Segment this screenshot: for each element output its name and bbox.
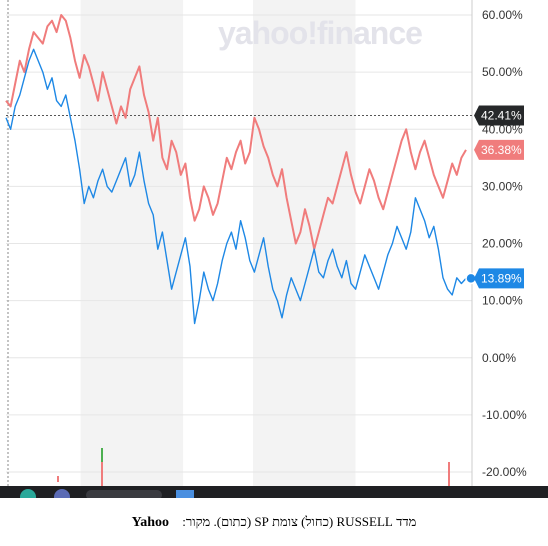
end-badge-blue-bg (474, 268, 524, 289)
volume-bar (101, 462, 103, 486)
volume-bar (57, 476, 59, 482)
y-tick-label: 50.00% (482, 65, 523, 79)
series-line-red (5, 14, 467, 251)
y-tick-label: 0.00% (482, 351, 516, 365)
y-tick-label: 60.00% (482, 8, 523, 22)
toolbar-icon-2[interactable] (54, 489, 70, 498)
end-badge-blue-text: 13.89% (481, 271, 522, 285)
volume-spikes (57, 448, 450, 486)
caption-text: מדד RUSSELL (כחול) צומת SP (כתום). מקור: (182, 514, 417, 529)
y-tick-label: 30.00% (482, 179, 523, 193)
y-axis-ticks: 60.00% 50.00% 40.00% 30.00% 20.00% 10.00% 0.00… (482, 8, 527, 479)
series-line-blue (5, 48, 467, 325)
y-tick-label: -20.00% (482, 465, 527, 479)
watermark-logo: yahoo!finance (218, 15, 422, 51)
volume-bar (448, 462, 450, 486)
toolbar-icon-1[interactable] (20, 489, 36, 498)
reference-badge-bg (474, 105, 524, 126)
value-badges: 42.41% 36.38% 13.89% (465, 105, 524, 289)
reference-badge: 42.41% (474, 105, 524, 126)
figure-caption: מדד RUSSELL (כחול) צומת SP (כתום). מקור:… (0, 514, 548, 536)
series-lines (5, 14, 467, 325)
caption-source: Yahoo (131, 515, 170, 530)
y-tick-label: 20.00% (482, 237, 523, 251)
end-badge-red-bg (474, 139, 524, 160)
toolbar-tab[interactable] (86, 490, 162, 498)
y-tick-label: -10.00% (482, 408, 527, 422)
end-badge-red-text: 36.38% (481, 143, 522, 157)
reference-badge-text: 42.41% (481, 108, 522, 122)
bottom-toolbar (0, 486, 548, 498)
windows-icon[interactable] (176, 490, 194, 498)
y-tick-label: 40.00% (482, 122, 523, 136)
grid-lines (6, 0, 473, 486)
chart-container: yahoo!finance 60.00% 50.00% 40.00% 30.00% 20… (0, 0, 548, 498)
line-chart: yahoo!finance 60.00% 50.00% 40.00% 30.00% 20… (0, 0, 548, 498)
y-tick-label: 10.00% (482, 294, 523, 308)
end-badge-blue: 13.89% (474, 268, 524, 289)
end-badge-red: 36.38% (474, 139, 524, 160)
